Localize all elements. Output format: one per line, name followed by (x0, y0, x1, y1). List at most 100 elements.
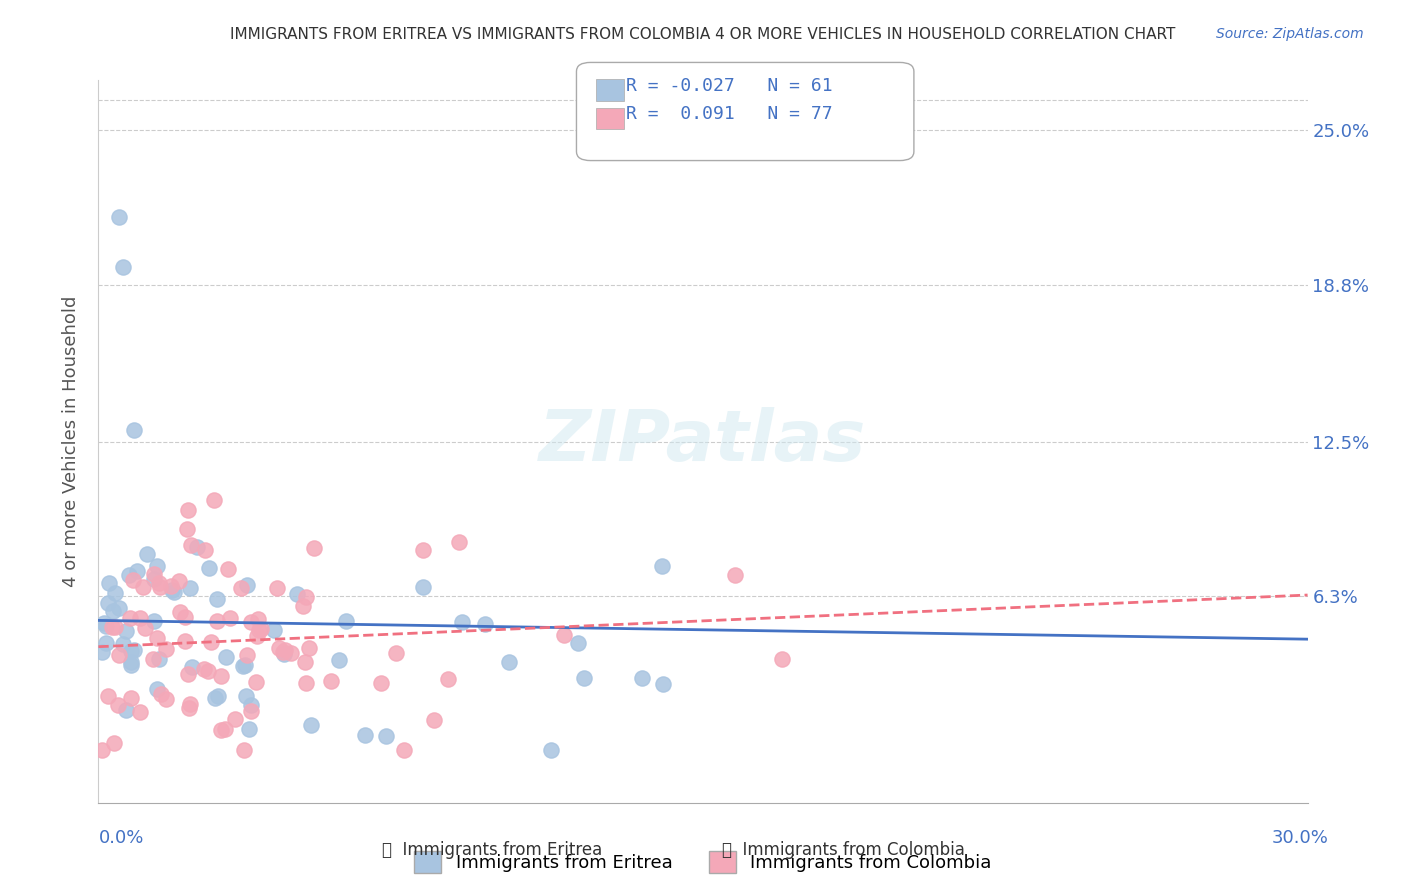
Point (285, 587, 308, 601)
Point (122, 643, 145, 657)
Point (205, 591, 228, 606)
Point (239, 615, 262, 629)
Point (498, 655, 520, 669)
Point (273, 648, 295, 662)
Point (179, 701, 201, 715)
Point (179, 697, 201, 711)
Text: 🔴  Immigrants from Colombia: 🔴 Immigrants from Colombia (723, 840, 965, 858)
Point (423, 713, 446, 727)
Point (202, 492, 225, 507)
Point (540, 743, 562, 757)
Point (235, 689, 257, 703)
Point (263, 623, 285, 637)
Point (173, 633, 195, 648)
Point (125, 564, 148, 578)
Text: 30.0%: 30.0% (1272, 829, 1329, 847)
Point (159, 579, 181, 593)
Point (155, 692, 177, 706)
Point (335, 614, 357, 628)
Point (572, 671, 595, 685)
Point (129, 706, 152, 720)
Point (295, 676, 318, 690)
Text: 0.0%: 0.0% (98, 829, 143, 847)
Point (299, 718, 322, 732)
Point (266, 582, 288, 596)
Point (328, 653, 350, 667)
Point (273, 643, 295, 657)
Point (630, 672, 652, 686)
Point (181, 660, 204, 674)
Point (120, 658, 142, 673)
Point (120, 643, 142, 657)
Point (294, 655, 316, 669)
Point (238, 722, 260, 736)
Point (385, 646, 408, 660)
Point (217, 562, 239, 576)
Point (392, 743, 415, 757)
Point (271, 644, 294, 658)
Point (97, 596, 120, 610)
Point (280, 647, 302, 661)
Point (292, 599, 315, 613)
Point (224, 712, 246, 726)
Point (269, 640, 291, 655)
Point (98, 576, 121, 591)
Point (111, 637, 134, 651)
Point (104, 586, 127, 600)
Point (177, 666, 200, 681)
Point (214, 723, 236, 737)
Point (176, 522, 198, 536)
Point (107, 698, 129, 712)
Point (146, 632, 169, 646)
Point (651, 559, 673, 574)
Point (107, 211, 129, 225)
Point (298, 640, 321, 655)
Point (245, 674, 267, 689)
Point (370, 676, 392, 690)
Point (122, 573, 145, 587)
Point (101, 620, 124, 634)
Point (304, 541, 326, 556)
Point (215, 649, 238, 664)
Point (132, 580, 155, 594)
Point (91, 743, 114, 757)
Point (246, 612, 269, 626)
Point (134, 621, 156, 635)
Point (104, 620, 127, 634)
Point (179, 581, 201, 595)
Y-axis label: 4 or more Vehicles in Household: 4 or more Vehicles in Household (62, 296, 80, 587)
Point (163, 585, 186, 599)
Text: R = -0.027   N = 61: R = -0.027 N = 61 (626, 77, 832, 95)
Point (436, 672, 458, 686)
Point (160, 583, 183, 598)
Point (143, 572, 166, 586)
Point (240, 698, 263, 713)
Point (412, 542, 434, 557)
Point (236, 648, 259, 663)
Point (232, 743, 254, 757)
Text: Source: ZipAtlas.com: Source: ZipAtlas.com (1216, 27, 1364, 41)
Point (319, 674, 342, 689)
Legend: Immigrants from Eritrea, Immigrants from Colombia: Immigrants from Eritrea, Immigrants from… (408, 844, 998, 880)
Point (118, 610, 141, 624)
Point (94, 636, 117, 650)
Text: ZIPatlas: ZIPatlas (540, 407, 866, 476)
Point (412, 581, 434, 595)
Point (449, 535, 471, 549)
Point (146, 681, 169, 696)
Point (120, 690, 142, 705)
Point (197, 665, 219, 679)
Point (724, 568, 747, 582)
Point (450, 615, 472, 629)
Point (200, 635, 222, 649)
Point (229, 581, 252, 595)
Point (120, 656, 142, 670)
Point (553, 627, 575, 641)
Point (209, 669, 232, 683)
Point (294, 590, 316, 604)
Point (174, 610, 197, 624)
Point (91, 645, 114, 659)
Point (204, 690, 226, 705)
Point (93, 616, 115, 631)
Point (240, 704, 263, 718)
